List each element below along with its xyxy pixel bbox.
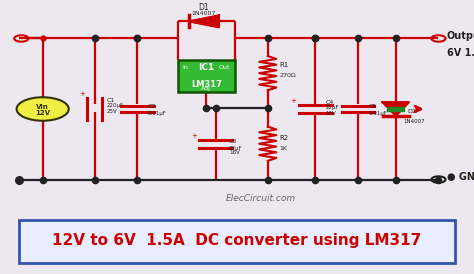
Text: 1N4007: 1N4007 xyxy=(403,119,425,124)
Text: C3: C3 xyxy=(229,139,237,144)
Polygon shape xyxy=(383,102,409,116)
Text: Adj: Adj xyxy=(201,86,211,91)
Text: C4: C4 xyxy=(326,100,334,105)
Text: Out: Out xyxy=(219,65,230,70)
Text: C2: C2 xyxy=(148,104,156,109)
Text: 22µF: 22µF xyxy=(326,105,339,110)
Text: Vin: Vin xyxy=(36,104,49,110)
Text: R1: R1 xyxy=(280,62,289,68)
Text: R2: R2 xyxy=(280,135,289,141)
Polygon shape xyxy=(189,15,219,27)
Text: C1: C1 xyxy=(107,98,115,103)
Text: 0.01µF: 0.01µF xyxy=(148,111,167,116)
Text: In: In xyxy=(182,65,188,70)
Bar xyxy=(387,107,404,111)
FancyBboxPatch shape xyxy=(178,60,235,92)
Text: LM317: LM317 xyxy=(191,80,222,89)
Text: 1N4007: 1N4007 xyxy=(191,11,216,16)
Text: 220µF: 220µF xyxy=(107,103,124,108)
Circle shape xyxy=(17,97,69,121)
Text: 0.01µF: 0.01µF xyxy=(368,111,387,116)
Text: 22µF: 22µF xyxy=(229,145,243,150)
Text: +: + xyxy=(80,91,85,97)
Text: ● GND: ● GND xyxy=(447,172,474,182)
Text: 12V to 6V  1.5A  DC converter using LM317: 12V to 6V 1.5A DC converter using LM317 xyxy=(52,233,422,248)
Text: ElecCircuit.com: ElecCircuit.com xyxy=(226,194,296,203)
Text: 6V 1.5A: 6V 1.5A xyxy=(447,48,474,58)
Text: IC1: IC1 xyxy=(198,63,214,72)
Text: 1K: 1K xyxy=(280,145,288,150)
FancyBboxPatch shape xyxy=(18,220,456,263)
Text: 12V: 12V xyxy=(35,110,50,116)
Text: D2: D2 xyxy=(408,109,417,114)
Text: Output: Output xyxy=(447,31,474,41)
Text: 16V: 16V xyxy=(326,111,337,116)
Text: +: + xyxy=(291,98,296,104)
Text: 16V: 16V xyxy=(229,150,240,155)
Text: 25V: 25V xyxy=(107,109,118,114)
Text: C5: C5 xyxy=(368,104,376,109)
Text: 270Ω: 270Ω xyxy=(280,73,296,78)
Text: +: + xyxy=(191,133,197,139)
Text: D1: D1 xyxy=(199,3,209,12)
